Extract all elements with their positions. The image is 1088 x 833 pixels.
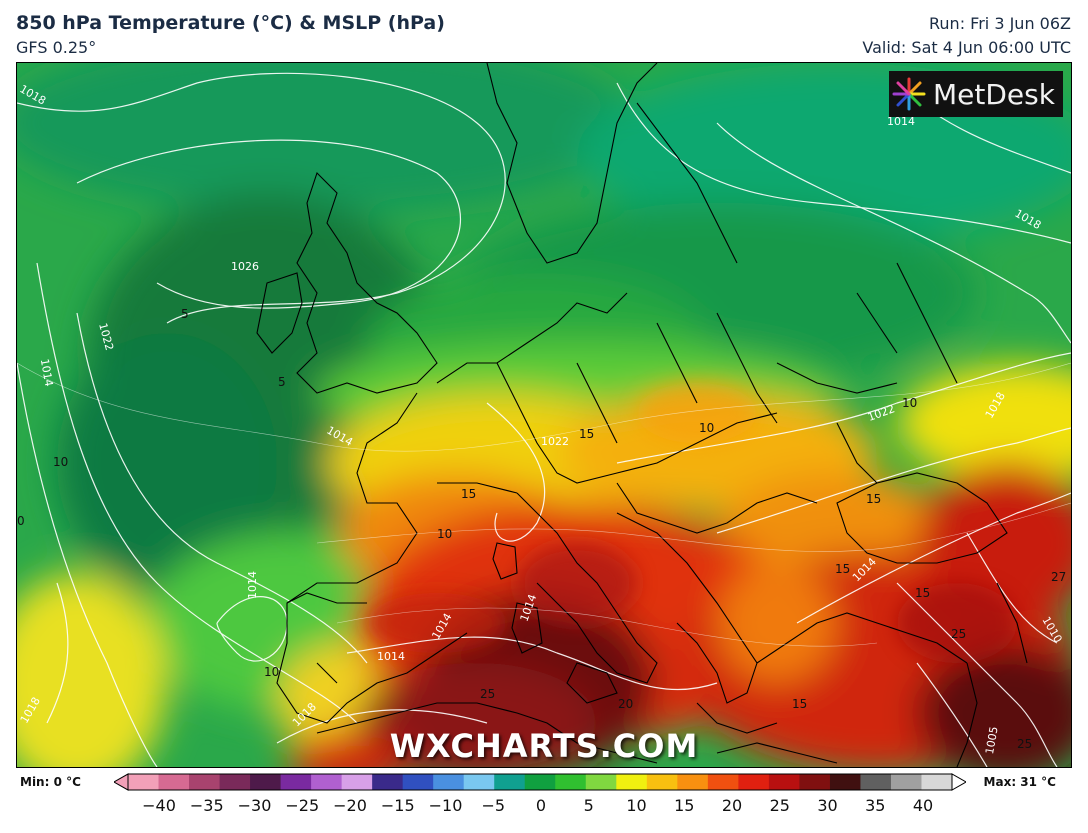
color-scale-cell xyxy=(799,774,831,790)
color-scale-cell xyxy=(494,774,526,790)
temperature-label: 27 xyxy=(1051,570,1066,584)
color-scale-cell xyxy=(524,774,556,790)
valid-time: Valid: Sat 4 Jun 06:00 UTC xyxy=(862,38,1071,57)
color-scale-cell xyxy=(189,774,221,790)
color-scale-bar xyxy=(114,773,966,791)
color-scale-cell xyxy=(707,774,739,790)
color-scale-tick-label: −25 xyxy=(285,796,320,815)
color-scale-cell xyxy=(585,774,617,790)
color-scale-tick-label: −35 xyxy=(189,796,224,815)
scale-arrow-right xyxy=(951,773,966,791)
color-scale-tick-label: 25 xyxy=(769,796,790,815)
isobar-label: 1026 xyxy=(231,260,259,273)
color-scale-cell xyxy=(463,774,495,790)
color-scale-cell xyxy=(341,774,373,790)
coastlines xyxy=(256,63,1028,767)
color-scale-cell xyxy=(402,774,434,790)
isobar-label: 1014 xyxy=(38,358,56,388)
isobar-lines xyxy=(17,72,1071,767)
temperature-labels: 5 5 10 10 15 15 10 15 15 15 20 15 25 25 … xyxy=(17,307,1066,751)
color-scale-cell xyxy=(250,774,282,790)
temperature-label: 25 xyxy=(1017,737,1032,751)
temperature-label: 5 xyxy=(181,307,189,321)
legend-max: Max: 31 °C xyxy=(983,775,1056,789)
color-scale-ticks: −40 −35 −30 −25 −20 −15 −10 −5 0 5 10 15 20 25 30 35 40 xyxy=(0,796,1088,820)
color-scale-cell xyxy=(616,774,648,790)
temperature-label: 10 xyxy=(699,421,714,435)
color-scale-cell xyxy=(646,774,678,790)
color-scale-tick-label: 5 xyxy=(583,796,594,815)
temperature-label: 10 xyxy=(264,665,279,679)
isobar-label: 1022 xyxy=(541,435,569,448)
color-scale-cells xyxy=(127,773,953,791)
isobar-label: 1005 xyxy=(983,725,1001,755)
temperature-label: 20 xyxy=(618,697,633,711)
color-scale-tick-label: −10 xyxy=(428,796,463,815)
color-scale-tick-label: −5 xyxy=(481,796,506,815)
color-scale-tick-label: 40 xyxy=(912,796,934,815)
isobar-label: 1014 xyxy=(246,571,259,599)
temperature-label: 25 xyxy=(951,627,966,641)
color-scale-tick-label: −30 xyxy=(237,796,272,815)
color-scale-cell xyxy=(311,774,343,790)
color-scale-cell xyxy=(128,774,160,790)
watermark: WXCHARTS.COM xyxy=(389,727,699,765)
color-scale-cell xyxy=(219,774,251,790)
color-scale-tick-label: 35 xyxy=(865,796,886,815)
isobar-label: 1014 xyxy=(377,650,405,663)
temperature-label: 10 xyxy=(53,455,68,469)
temperature-label: 10 xyxy=(437,527,452,541)
run-time: Run: Fri 3 Jun 06Z xyxy=(929,14,1071,33)
temperature-label: 25 xyxy=(480,687,495,701)
color-scale-cell xyxy=(890,774,922,790)
legend-min: Min: 0 °C xyxy=(20,775,81,789)
scale-arrow-left xyxy=(114,773,129,791)
color-scale-cell xyxy=(768,774,800,790)
metdesk-star-icon xyxy=(892,77,926,111)
color-scale-tick-label: −20 xyxy=(333,796,367,815)
metdesk-logo-text: MetDesk xyxy=(933,77,1055,111)
color-scale-tick-label: 10 xyxy=(626,796,647,815)
color-scale-tick-label: −15 xyxy=(380,796,415,815)
temperature-label: 15 xyxy=(461,487,476,501)
color-scale-tick-label: −40 xyxy=(142,796,176,815)
temperature-label: 15 xyxy=(835,562,850,576)
temperature-label: 15 xyxy=(579,427,594,441)
map-canvas: 1018 1014 1018 1026 1022 1014 1014 1014 … xyxy=(17,63,1071,767)
color-scale-cell xyxy=(372,774,404,790)
color-scale-cell xyxy=(921,774,953,790)
temperature-label: 15 xyxy=(792,697,807,711)
color-scale-cell xyxy=(829,774,861,790)
color-scale-cell xyxy=(677,774,709,790)
temperature-label: 15 xyxy=(915,586,930,600)
color-scale-tick-label: 15 xyxy=(674,796,695,815)
chart-title: 850 hPa Temperature (°C) & MSLP (hPa) xyxy=(16,12,445,34)
temperature-label: 10 xyxy=(902,396,917,410)
color-scale-cell xyxy=(280,774,312,790)
color-scale-cell xyxy=(433,774,465,790)
temperature-label: 15 xyxy=(866,492,881,506)
model-name: GFS 0.25° xyxy=(16,38,97,57)
color-scale-tick-label: 0 xyxy=(535,796,547,815)
temperature-label: 5 xyxy=(278,375,286,389)
color-scale-cell xyxy=(860,774,892,790)
color-scale-cell xyxy=(555,774,587,790)
metdesk-logo: MetDesk xyxy=(889,71,1063,117)
color-scale-cell xyxy=(158,774,190,790)
color-scale-tick-label: 30 xyxy=(817,796,838,815)
weather-map: 1018 1014 1018 1026 1022 1014 1014 1014 … xyxy=(16,62,1072,768)
isobar-label: 1014 xyxy=(887,115,915,128)
temperature-label: 0 xyxy=(17,514,25,528)
color-scale-tick-label: 20 xyxy=(721,796,743,815)
color-scale-cell xyxy=(738,774,770,790)
